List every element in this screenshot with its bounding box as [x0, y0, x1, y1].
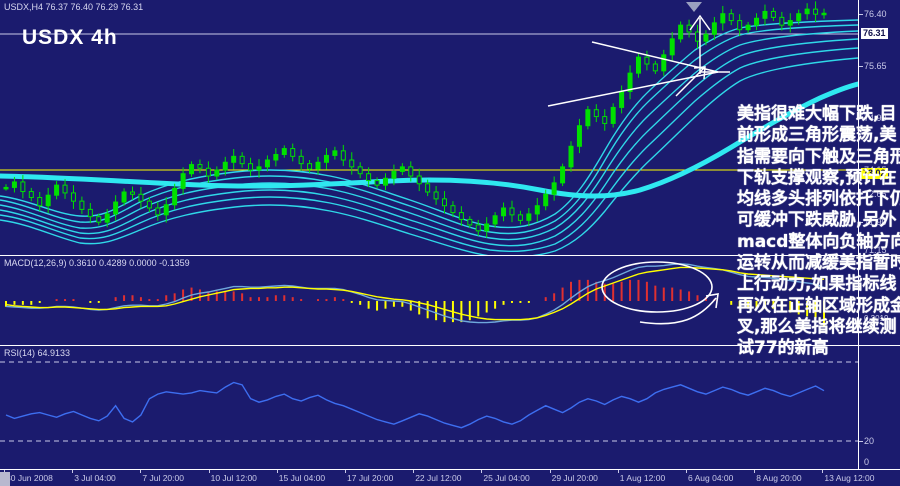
- quote-header-label: USDX,H4 76.37 76.40 76.29 76.31: [4, 2, 144, 12]
- time-tick: [4, 470, 5, 473]
- time-axis-label: 25 Jul 04:00: [483, 473, 530, 483]
- time-tick: [345, 470, 346, 473]
- macd-svg: [5, 261, 825, 328]
- time-tick: [754, 470, 756, 473]
- price-axis[interactable]: 76.40 76.31 75.65 74.90 74.15 73.02 72.6…: [858, 0, 900, 255]
- price-tick-2: 75.65: [864, 61, 887, 71]
- rsi-plot-area[interactable]: [0, 346, 858, 469]
- time-tick: [72, 470, 74, 473]
- time-axis-label: 17 Jul 20:00: [347, 473, 394, 483]
- time-tick: [549, 470, 551, 473]
- macd-axis-tag: 0.2019: [864, 314, 889, 323]
- time-axis-label: 29 Jul 20:00: [551, 473, 598, 483]
- macd-axis[interactable]: 0.2019: [858, 256, 900, 345]
- time-tick: [617, 470, 619, 473]
- price-tick-7: 71.90: [864, 217, 887, 227]
- price-chart-panel[interactable]: USDX,H4 76.37 76.40 76.29 76.31 USDX 4h: [0, 0, 900, 256]
- time-axis[interactable]: 30 Jun 2008 3 Jul 04:00 7 Jul 20:00 10 Jul …: [0, 470, 900, 486]
- rsi-axis[interactable]: 20 0: [858, 346, 900, 469]
- rsi-svg: [0, 361, 858, 442]
- time-tick: [276, 470, 278, 473]
- current-price-tag: 76.31: [861, 28, 888, 39]
- time-tick: [481, 470, 483, 473]
- time-axis-label: 10 Jul 12:00: [210, 473, 257, 483]
- time-axis-label: 15 Jul 04:00: [278, 473, 326, 483]
- rsi-indicator-panel[interactable]: RSI(14) 64.9133 20 0: [0, 346, 900, 470]
- rsi-tick-0: 0: [864, 457, 870, 467]
- analysis-annotation-text: 美指很难大幅下跌,目前形成三角形震荡,美指需要向下触及三角形下轨支撑观察,预计在…: [737, 104, 900, 359]
- scrollbar-corner[interactable]: [0, 472, 10, 486]
- macd-header-label: MACD(12,26,9) 0.3610 0.4289 0.0000 -0.13…: [4, 258, 190, 268]
- time-tick: [140, 470, 142, 473]
- time-tick: [686, 470, 687, 473]
- price-tick-8: 71.15: [864, 245, 887, 255]
- rsi-line: [5, 381, 825, 429]
- price-svg: [0, 1, 858, 255]
- candlestick-series: [3, 1, 827, 238]
- time-axis-label: 7 Jul 20:00: [142, 473, 184, 483]
- macd-signal-line: [5, 266, 825, 321]
- time-axis-label: 13 Aug 12:00: [824, 473, 875, 483]
- macd-histogram: [5, 279, 825, 328]
- macd-arrow-curve-annotation[interactable]: [639, 297, 717, 325]
- chart-watermark-title: USDX 4h: [22, 26, 118, 49]
- triangle-lower-trendline[interactable]: [547, 71, 719, 107]
- rsi-tick-20: 20: [864, 436, 875, 446]
- macd-plot-area[interactable]: [0, 256, 858, 345]
- breakout-arrow-head[interactable]: [689, 14, 711, 31]
- time-tick: [413, 470, 415, 473]
- time-axis-label: 3 Jul 04:00: [74, 473, 116, 483]
- inner-arrow-head[interactable]: [693, 66, 706, 80]
- time-axis-label: 8 Aug 20:00: [756, 473, 802, 483]
- price-tick-6: 72.65: [864, 189, 887, 199]
- slow-moving-average: [0, 81, 858, 199]
- macd-indicator-panel[interactable]: MACD(12,26,9) 0.3610 0.4289 0.0000 -0.13…: [0, 256, 900, 346]
- time-axis-label: 30 Jun 2008: [6, 473, 53, 483]
- macd-arrow-head-annotation[interactable]: [705, 293, 719, 309]
- time-tick: [208, 470, 210, 473]
- price-tick-0: 76.40: [864, 9, 887, 19]
- time-axis-label: 22 Jul 12:00: [415, 473, 462, 483]
- inner-arrow-shaft[interactable]: [675, 67, 705, 97]
- time-axis-label: 6 Aug 04:00: [688, 473, 734, 483]
- time-tick: [822, 470, 824, 473]
- level-price-tag: 73.02: [861, 168, 888, 179]
- rsi-header-label: RSI(14) 64.9133: [4, 348, 71, 358]
- marker-triangle-icon: [686, 2, 702, 12]
- price-tick-3: 74.90: [864, 113, 887, 123]
- moving-average-bundle: [0, 19, 858, 255]
- macd-crossover-ellipse-annotation[interactable]: [601, 261, 713, 313]
- price-plot-area[interactable]: [0, 0, 858, 255]
- macd-line: [5, 263, 825, 324]
- time-axis-label: 1 Aug 12:00: [619, 473, 666, 483]
- triangle-pattern-drawing[interactable]: [547, 14, 730, 107]
